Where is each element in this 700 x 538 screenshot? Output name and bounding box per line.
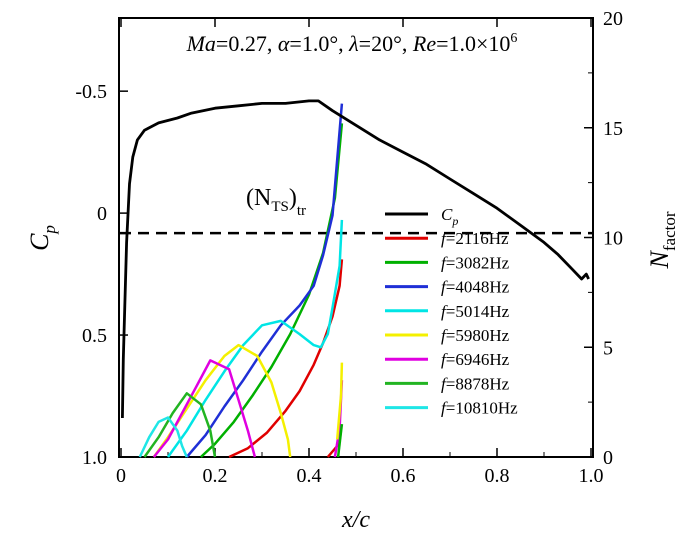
data-series xyxy=(120,99,592,459)
legend-label: f=5014Hz xyxy=(441,302,510,321)
title-lambda-symbol: λ xyxy=(348,31,359,56)
legend-label: f=4048Hz xyxy=(441,278,510,297)
x-tick-label: 0.4 xyxy=(297,465,322,487)
threshold-label: (NTS)tr xyxy=(246,185,306,219)
left-tick-label: 1.0 xyxy=(82,447,107,469)
left-axis-label-sub: p xyxy=(40,225,59,235)
legend-frequency: =5014Hz xyxy=(446,302,510,321)
title-alpha-value: =1.0°, xyxy=(289,31,349,56)
right-tick-label: 15 xyxy=(603,118,623,140)
n-factor-tail-segment xyxy=(335,362,344,440)
n-factor-curve-5014 xyxy=(166,219,344,458)
legend-label: f=10810Hz xyxy=(441,399,518,418)
right-tick-label: 10 xyxy=(603,228,623,250)
legend-f-symbol: f xyxy=(441,302,448,321)
legend-f-symbol: f xyxy=(441,374,448,393)
x-tick-label: 0.8 xyxy=(485,465,510,487)
plot-frame xyxy=(118,17,594,458)
n-factor-curve-8878 xyxy=(143,392,217,458)
right-axis-label: Nfactor xyxy=(645,211,679,269)
chart-title: Ma=0.27, α=1.0°, λ=20°, Re=1.0×106 xyxy=(186,31,518,56)
right-axis-label-sub: factor xyxy=(660,211,679,251)
threshold-label-open: (N xyxy=(246,185,271,211)
legend-f-symbol: f xyxy=(441,229,448,248)
title-alpha-symbol: α xyxy=(278,31,290,56)
left-tick-label: 0 xyxy=(97,203,107,225)
x-tick-label: 0.6 xyxy=(391,465,416,487)
x-tick-label: 0 xyxy=(116,465,126,487)
legend-frequency: =4048Hz xyxy=(446,278,510,297)
cp-curve xyxy=(121,99,590,419)
left-tick-label: 0.5 xyxy=(82,325,107,347)
title-re-symbol: Re xyxy=(412,31,436,56)
legend-f-symbol: f xyxy=(441,350,448,369)
left-axis-label-main: C xyxy=(25,233,54,251)
n-factor-curve-3082 xyxy=(200,123,344,458)
threshold-label-close: ) xyxy=(289,185,297,211)
title-ma-symbol: Ma xyxy=(186,31,216,56)
legend-label: f=3082Hz xyxy=(441,253,510,272)
title-lambda-value: =20°, xyxy=(359,31,413,56)
legend-frequency: =2116Hz xyxy=(446,229,509,248)
x-tick-label: 1.0 xyxy=(579,465,604,487)
threshold-label-sub-ts: TS xyxy=(271,199,289,215)
n-factor-curve-4048 xyxy=(185,103,344,458)
legend-frequency: =6946Hz xyxy=(446,350,510,369)
legend-f-symbol: f xyxy=(441,399,448,418)
n-factor-tail-segment xyxy=(336,423,344,458)
n-factor-curve-10810 xyxy=(138,416,188,458)
left-tick-label: -0.5 xyxy=(75,81,107,103)
title-re-value: =1.0×10 xyxy=(436,31,510,56)
legend-cp-sub: p xyxy=(451,214,458,228)
legend-label: f=6946Hz xyxy=(441,350,510,369)
x-tick-label: 0.2 xyxy=(203,465,228,487)
n-factor-curve-6946 xyxy=(152,359,257,458)
legend-f-symbol: f xyxy=(441,253,448,272)
legend-f-symbol: f xyxy=(441,326,448,345)
right-tick-label: 0 xyxy=(603,447,613,469)
legend-label: f=8878Hz xyxy=(441,374,510,393)
legend: Cpf=2116Hzf=3082Hzf=4048Hzf=5014Hzf=5980… xyxy=(385,205,518,418)
n-factor-curve-2116 xyxy=(228,259,344,459)
legend-frequency: =5980Hz xyxy=(446,326,510,345)
legend-label: Cp xyxy=(441,205,458,228)
title-re-exponent: 6 xyxy=(510,31,517,46)
right-tick-label: 5 xyxy=(603,337,613,359)
right-tick-label: 20 xyxy=(603,8,623,30)
title-ma-value: =0.27, xyxy=(216,31,278,56)
legend-f-symbol: f xyxy=(441,278,448,297)
x-axis-label: x/c xyxy=(341,507,370,533)
left-axis-label: Cp xyxy=(25,225,59,251)
threshold-label-sub-tr: tr xyxy=(297,203,306,219)
legend-frequency: =3082Hz xyxy=(446,253,510,272)
legend-cp-main: C xyxy=(441,205,453,224)
n-factor-curve-5980 xyxy=(152,343,292,458)
legend-frequency: =10810Hz xyxy=(446,399,518,418)
right-axis-label-main: N xyxy=(645,249,674,269)
legend-frequency: =8878Hz xyxy=(446,374,510,393)
legend-label: f=5980Hz xyxy=(441,326,510,345)
legend-label: f=2116Hz xyxy=(441,229,509,248)
